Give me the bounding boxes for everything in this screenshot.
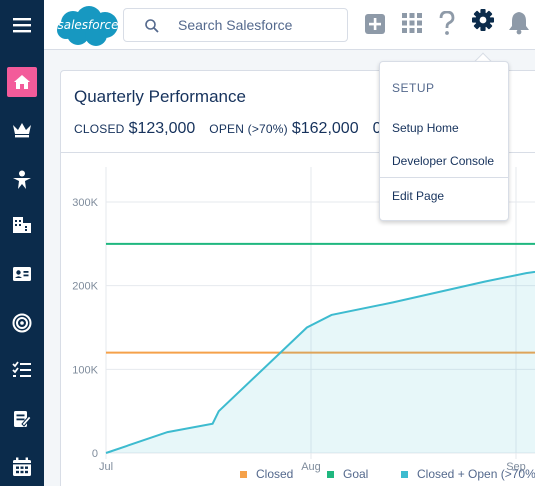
global-header: salesforce Search Salesforce xyxy=(44,0,535,50)
legend-swatch xyxy=(327,471,334,478)
open-value: $162,000 xyxy=(291,120,359,137)
setup-gear-icon[interactable] xyxy=(471,8,495,32)
developer-console-item[interactable]: Developer Console xyxy=(392,154,495,168)
contact-card-icon xyxy=(13,267,31,281)
setup-home-item[interactable]: Setup Home xyxy=(392,121,459,135)
cloud-logo-icon xyxy=(57,6,118,46)
x-tick-label: Sep xyxy=(506,461,526,473)
nav-item-calendar[interactable] xyxy=(0,447,44,486)
person-icon xyxy=(13,170,31,189)
calendar-icon xyxy=(13,457,31,476)
app-grid-icon[interactable] xyxy=(401,12,423,34)
nav-item-reports[interactable] xyxy=(0,399,44,439)
task-list-icon xyxy=(12,361,31,377)
y-tick-label: 100K xyxy=(72,364,98,376)
legend-swatch xyxy=(240,471,247,478)
setup-menu-divider xyxy=(380,177,508,178)
notifications-bell-icon[interactable] xyxy=(508,11,530,35)
series-line-closed-open xyxy=(105,270,535,454)
setup-menu-heading: SETUP xyxy=(392,81,435,95)
nav-rail xyxy=(0,0,44,486)
nav-item-leads[interactable] xyxy=(0,160,44,200)
nav-item-tasks[interactable] xyxy=(0,350,44,390)
area-fill-closed-open xyxy=(106,271,535,453)
x-tick-label: Jul xyxy=(99,461,113,473)
legend-label: Closed xyxy=(256,467,293,481)
nav-item-contacts[interactable] xyxy=(0,254,44,294)
search-icon xyxy=(145,19,159,33)
legend-label: Closed + Open (>70%) xyxy=(417,467,535,481)
crown-icon xyxy=(13,123,31,138)
nav-item-home[interactable] xyxy=(0,62,44,102)
y-tick-label: 300K xyxy=(72,197,98,209)
target-icon xyxy=(12,313,32,333)
x-tick-label: Aug xyxy=(301,461,321,473)
y-tick-label: 0 xyxy=(92,448,98,460)
app-launcher-button[interactable] xyxy=(0,5,44,45)
legend-swatch xyxy=(401,471,408,478)
help-icon[interactable] xyxy=(439,11,455,37)
closed-value: $123,000 xyxy=(128,120,196,137)
home-icon xyxy=(14,75,30,89)
closed-label: CLOSED xyxy=(74,122,125,136)
open-label: OPEN (>70%) xyxy=(209,122,288,136)
edit-page-item[interactable]: Edit Page xyxy=(392,189,445,203)
card-title: Quarterly Performance xyxy=(74,87,246,106)
report-icon xyxy=(14,411,32,427)
nav-item-accounts[interactable] xyxy=(0,205,44,245)
nav-item-opportunities[interactable] xyxy=(0,110,44,150)
global-actions-icon[interactable] xyxy=(364,13,386,35)
y-tick-label: 200K xyxy=(72,281,98,293)
buildings-icon xyxy=(13,217,31,233)
search-placeholder: Search Salesforce xyxy=(178,17,293,33)
menu-icon xyxy=(13,18,31,33)
salesforce-logo[interactable]: salesforce xyxy=(56,6,120,48)
search-input[interactable]: Search Salesforce xyxy=(123,8,348,42)
legend-label: Goal xyxy=(343,467,368,481)
setup-menu: SETUP Setup Home Developer Console Edit … xyxy=(379,61,509,221)
card-divider xyxy=(61,152,535,153)
logo-text: salesforce xyxy=(57,18,119,32)
nav-item-campaigns[interactable] xyxy=(0,303,44,343)
